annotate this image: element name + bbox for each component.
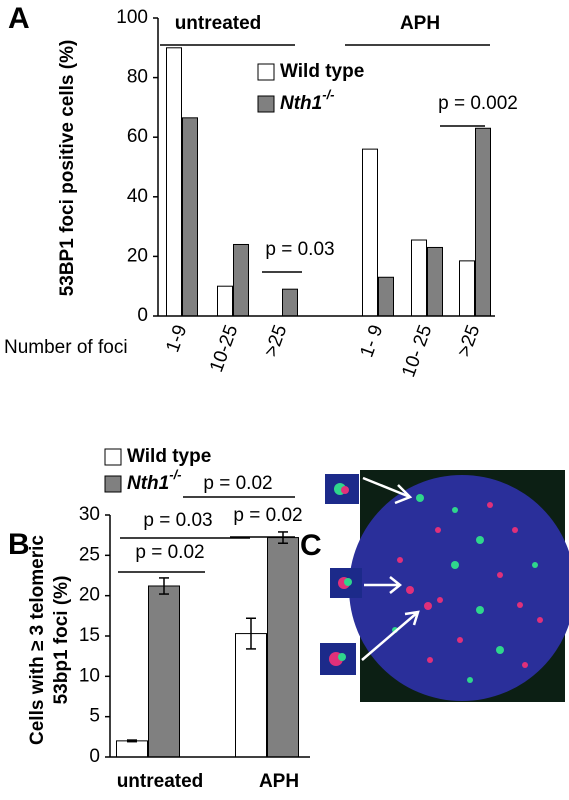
p-value: p = 0.02 bbox=[203, 473, 272, 494]
x-tick-label: APH bbox=[259, 771, 299, 792]
bar bbox=[166, 47, 182, 317]
bar bbox=[182, 117, 198, 317]
legend-name: Wild type bbox=[280, 61, 364, 82]
bar bbox=[148, 585, 180, 758]
panel-letter: A bbox=[8, 2, 30, 35]
micrograph-panel: C bbox=[300, 470, 569, 702]
nucleus bbox=[349, 475, 569, 701]
x-tick-label: 10- 25 bbox=[398, 322, 436, 380]
y-axis-label: 53BP1 foci positive cells (%) bbox=[57, 40, 78, 297]
error-bar bbox=[246, 617, 256, 650]
bar bbox=[427, 246, 443, 317]
arrows bbox=[361, 476, 420, 661]
p-value: p = 0.03 bbox=[265, 239, 334, 260]
x-tick-label: >25 bbox=[261, 322, 292, 359]
x-tick-label: 10-25 bbox=[206, 322, 242, 375]
y-tick-label: 15 bbox=[79, 625, 100, 646]
x-tick-label: 1- 9 bbox=[356, 322, 387, 360]
legend-swatch bbox=[257, 95, 275, 113]
bar bbox=[459, 260, 475, 317]
y-tick-label: 100 bbox=[116, 7, 148, 28]
bar bbox=[362, 148, 378, 317]
error-bar bbox=[127, 739, 137, 743]
x-tick-label: >25 bbox=[454, 322, 485, 359]
bar bbox=[116, 740, 148, 758]
legend-label: Wild type bbox=[127, 446, 211, 467]
panel-letter: B bbox=[8, 528, 30, 561]
y-tick-label: 80 bbox=[127, 67, 148, 88]
x-tick-label: untreated bbox=[117, 771, 204, 792]
y-tick-label: 5 bbox=[89, 706, 100, 727]
legend-superscript: -/- bbox=[322, 87, 334, 102]
y-tick-label: 40 bbox=[127, 186, 148, 207]
legend-swatch bbox=[104, 475, 122, 493]
legend-superscript: -/- bbox=[169, 467, 181, 482]
x-axis-label: Number of foci bbox=[4, 337, 128, 358]
p-value: p = 0.02 bbox=[135, 542, 204, 563]
panel-letter: C bbox=[300, 529, 322, 562]
bar bbox=[235, 633, 267, 758]
p-value: p = 0.02 bbox=[233, 505, 302, 526]
x-tick-label: 1-9 bbox=[162, 322, 191, 355]
y-tick-label: 0 bbox=[137, 305, 148, 326]
legend-label: Wild type bbox=[280, 61, 364, 82]
legend-name: Nth1 bbox=[127, 473, 169, 494]
p-value: p = 0.03 bbox=[143, 510, 212, 531]
y-tick-label: 0 bbox=[89, 746, 100, 767]
group-label: untreated bbox=[175, 13, 262, 34]
y-tick-label: 20 bbox=[79, 585, 100, 606]
bar bbox=[475, 127, 491, 317]
legend-swatch bbox=[104, 448, 122, 466]
inset-images bbox=[320, 474, 362, 675]
y-tick-label: 25 bbox=[79, 544, 100, 565]
y-tick-label: 20 bbox=[127, 245, 148, 266]
y-tick-label: 60 bbox=[127, 126, 148, 147]
legend-label: Nth1-/- bbox=[280, 87, 335, 114]
bar bbox=[267, 537, 299, 758]
group-label: APH bbox=[400, 13, 440, 34]
bar bbox=[282, 288, 298, 317]
bar bbox=[378, 276, 394, 317]
bar bbox=[233, 243, 249, 317]
error-bar bbox=[159, 577, 169, 595]
bar bbox=[217, 285, 233, 317]
legend-name: Nth1 bbox=[280, 93, 322, 114]
bar bbox=[411, 239, 427, 317]
y-axis-label: 53bp1 foci (%) bbox=[51, 576, 72, 705]
y-tick-label: 10 bbox=[79, 665, 100, 686]
legend-name: Wild type bbox=[127, 446, 211, 467]
legend-swatch bbox=[257, 63, 275, 81]
y-tick-label: 30 bbox=[79, 504, 100, 525]
p-value: p = 0.002 bbox=[438, 93, 518, 114]
legend-label: Nth1-/- bbox=[127, 467, 182, 494]
y-axis-label: Cells with ≥ 3 telomeric bbox=[27, 535, 48, 745]
